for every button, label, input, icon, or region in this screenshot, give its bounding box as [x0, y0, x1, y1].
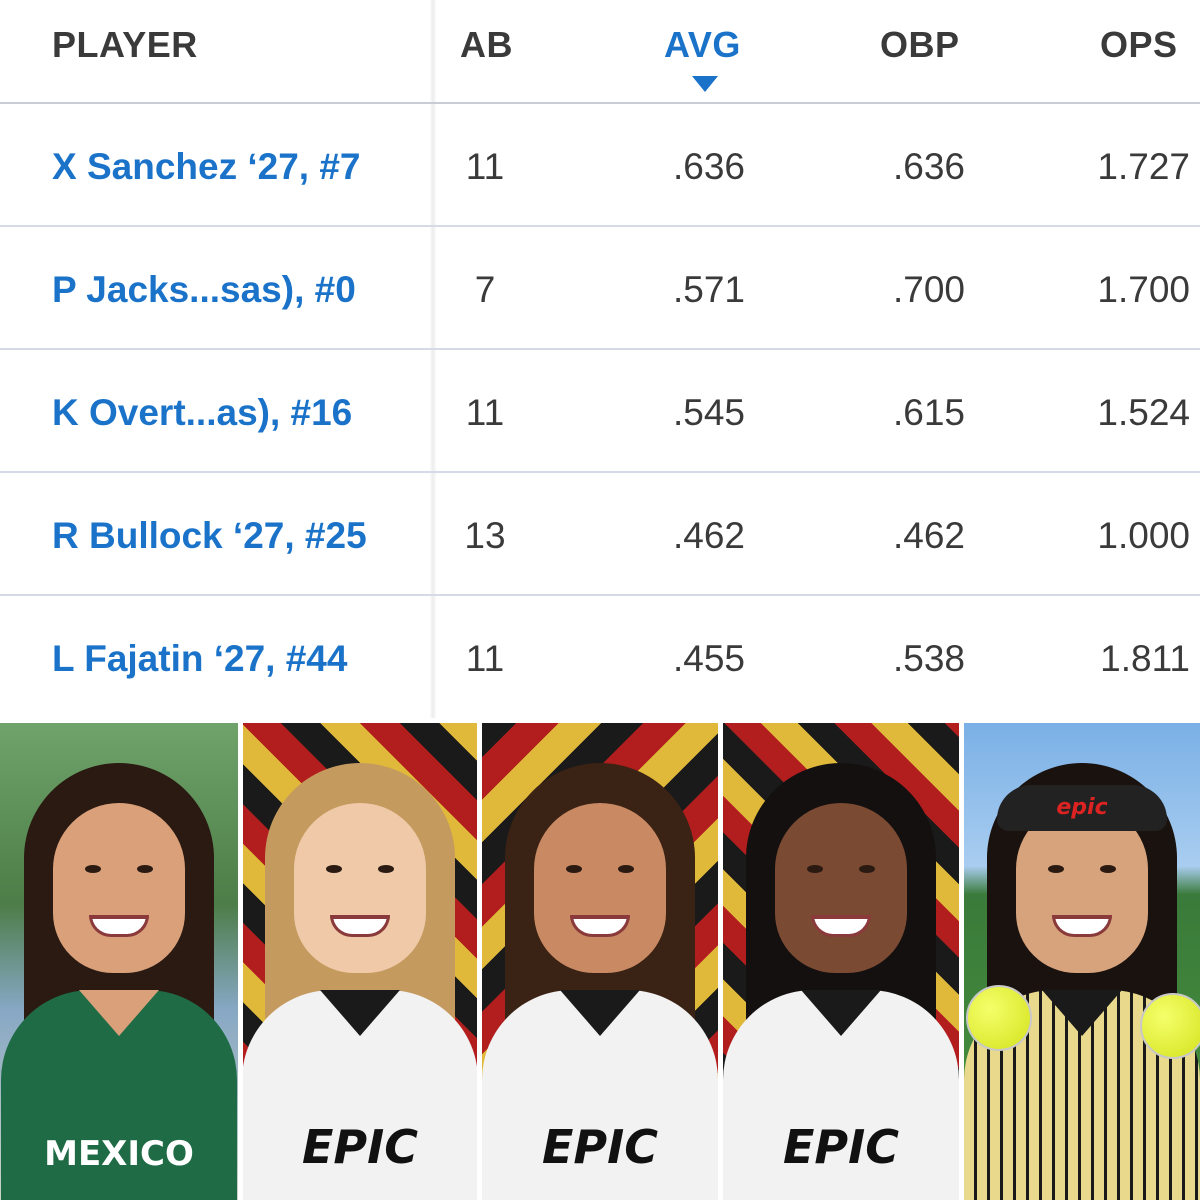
header-avg[interactable]: AVG [664, 24, 741, 65]
cell-ab: 7 [474, 269, 496, 310]
collar [320, 990, 400, 1036]
eye [85, 865, 101, 873]
cell-avg: .462 [672, 515, 745, 556]
header-ab[interactable]: AB [460, 24, 513, 65]
cell-ops: 1.524 [1097, 392, 1190, 433]
eye [1100, 865, 1116, 873]
player-photo-overton: EPIC [482, 723, 718, 1200]
collar [560, 990, 640, 1036]
eye [326, 865, 342, 873]
cell-ab: 11 [465, 638, 505, 679]
cell-ab: 11 [465, 146, 505, 187]
softball-icon [1140, 993, 1200, 1059]
stats-table: PLAYER AB AVG OBP OPS X Sanchez ‘27, #7 … [0, 0, 1200, 718]
face [294, 803, 426, 973]
cell-avg: .455 [672, 638, 745, 679]
eye [807, 865, 823, 873]
player-photo-sanchez: MEXICO [0, 723, 238, 1200]
player-link[interactable]: X Sanchez ‘27, #7 [52, 146, 361, 187]
player-link[interactable]: L Fajatin ‘27, #44 [52, 638, 348, 679]
face [775, 803, 907, 973]
player-photo-jackson: EPIC [243, 723, 477, 1200]
player-link[interactable]: R Bullock ‘27, #25 [52, 515, 367, 556]
softball-icon [966, 985, 1032, 1051]
header-player[interactable]: PLAYER [52, 24, 198, 65]
eye [859, 865, 875, 873]
smile [1052, 915, 1112, 937]
cell-obp: .538 [892, 638, 965, 679]
eye [1048, 865, 1064, 873]
jersey: EPIC [723, 990, 959, 1200]
cell-ab: 11 [465, 392, 505, 433]
header-ops[interactable]: OPS [1100, 24, 1178, 65]
eye [618, 865, 634, 873]
column-divider [430, 0, 436, 718]
face [53, 803, 185, 973]
collar [1042, 990, 1122, 1036]
face [1016, 803, 1148, 973]
cell-ops: 1.700 [1097, 269, 1190, 310]
smile [811, 915, 871, 937]
sort-descending-icon [692, 76, 718, 92]
jersey-text: EPIC [541, 1120, 658, 1174]
header-obp[interactable]: OBP [880, 24, 960, 65]
jersey: MEXICO [1, 990, 237, 1200]
cell-ops: 1.727 [1097, 146, 1190, 187]
table-header-row: PLAYER AB AVG OBP OPS [0, 0, 1200, 104]
visor: epic [997, 785, 1167, 831]
cell-avg: .636 [672, 146, 745, 187]
cell-avg: .571 [672, 269, 745, 310]
cell-obp: .636 [892, 146, 965, 187]
player-photo-strip: MEXICO EPIC EPIC [0, 723, 1200, 1200]
cell-ops: 1.000 [1097, 515, 1190, 556]
smile [330, 915, 390, 937]
cell-obp: .615 [892, 392, 965, 433]
smile [89, 915, 149, 937]
table-row: R Bullock ‘27, #25 13 .462 .462 1.000 [0, 473, 1200, 596]
player-link[interactable]: P Jacks...sas), #0 [52, 269, 356, 310]
table-row: P Jacks...sas), #0 7 .571 .700 1.700 [0, 227, 1200, 350]
cell-ops: 1.811 [1100, 638, 1190, 679]
player-photo-fajatin: epic [964, 723, 1200, 1200]
jersey-text: EPIC [782, 1120, 899, 1174]
table-row: X Sanchez ‘27, #7 11 .636 .636 1.727 [0, 104, 1200, 227]
face [534, 803, 666, 973]
cell-ab: 13 [464, 515, 506, 556]
jersey: EPIC [482, 990, 718, 1200]
jersey-text: MEXICO [44, 1134, 194, 1174]
cell-obp: .700 [892, 269, 965, 310]
cell-avg: .545 [672, 392, 745, 433]
eye [566, 865, 582, 873]
eye [378, 865, 394, 873]
player-photo-bullock: EPIC [723, 723, 959, 1200]
table-row: L Fajatin ‘27, #44 11 .455 .538 1.811 [0, 596, 1200, 719]
collar [79, 990, 159, 1036]
smile [570, 915, 630, 937]
player-link[interactable]: K Overt...as), #16 [52, 392, 353, 433]
eye [137, 865, 153, 873]
jersey: EPIC [243, 990, 477, 1200]
table-row: K Overt...as), #16 11 .545 .615 1.524 [0, 350, 1200, 473]
jersey-text: EPIC [301, 1120, 418, 1174]
collar [801, 990, 881, 1036]
visor-text: epic [1056, 795, 1108, 820]
cell-obp: .462 [892, 515, 965, 556]
